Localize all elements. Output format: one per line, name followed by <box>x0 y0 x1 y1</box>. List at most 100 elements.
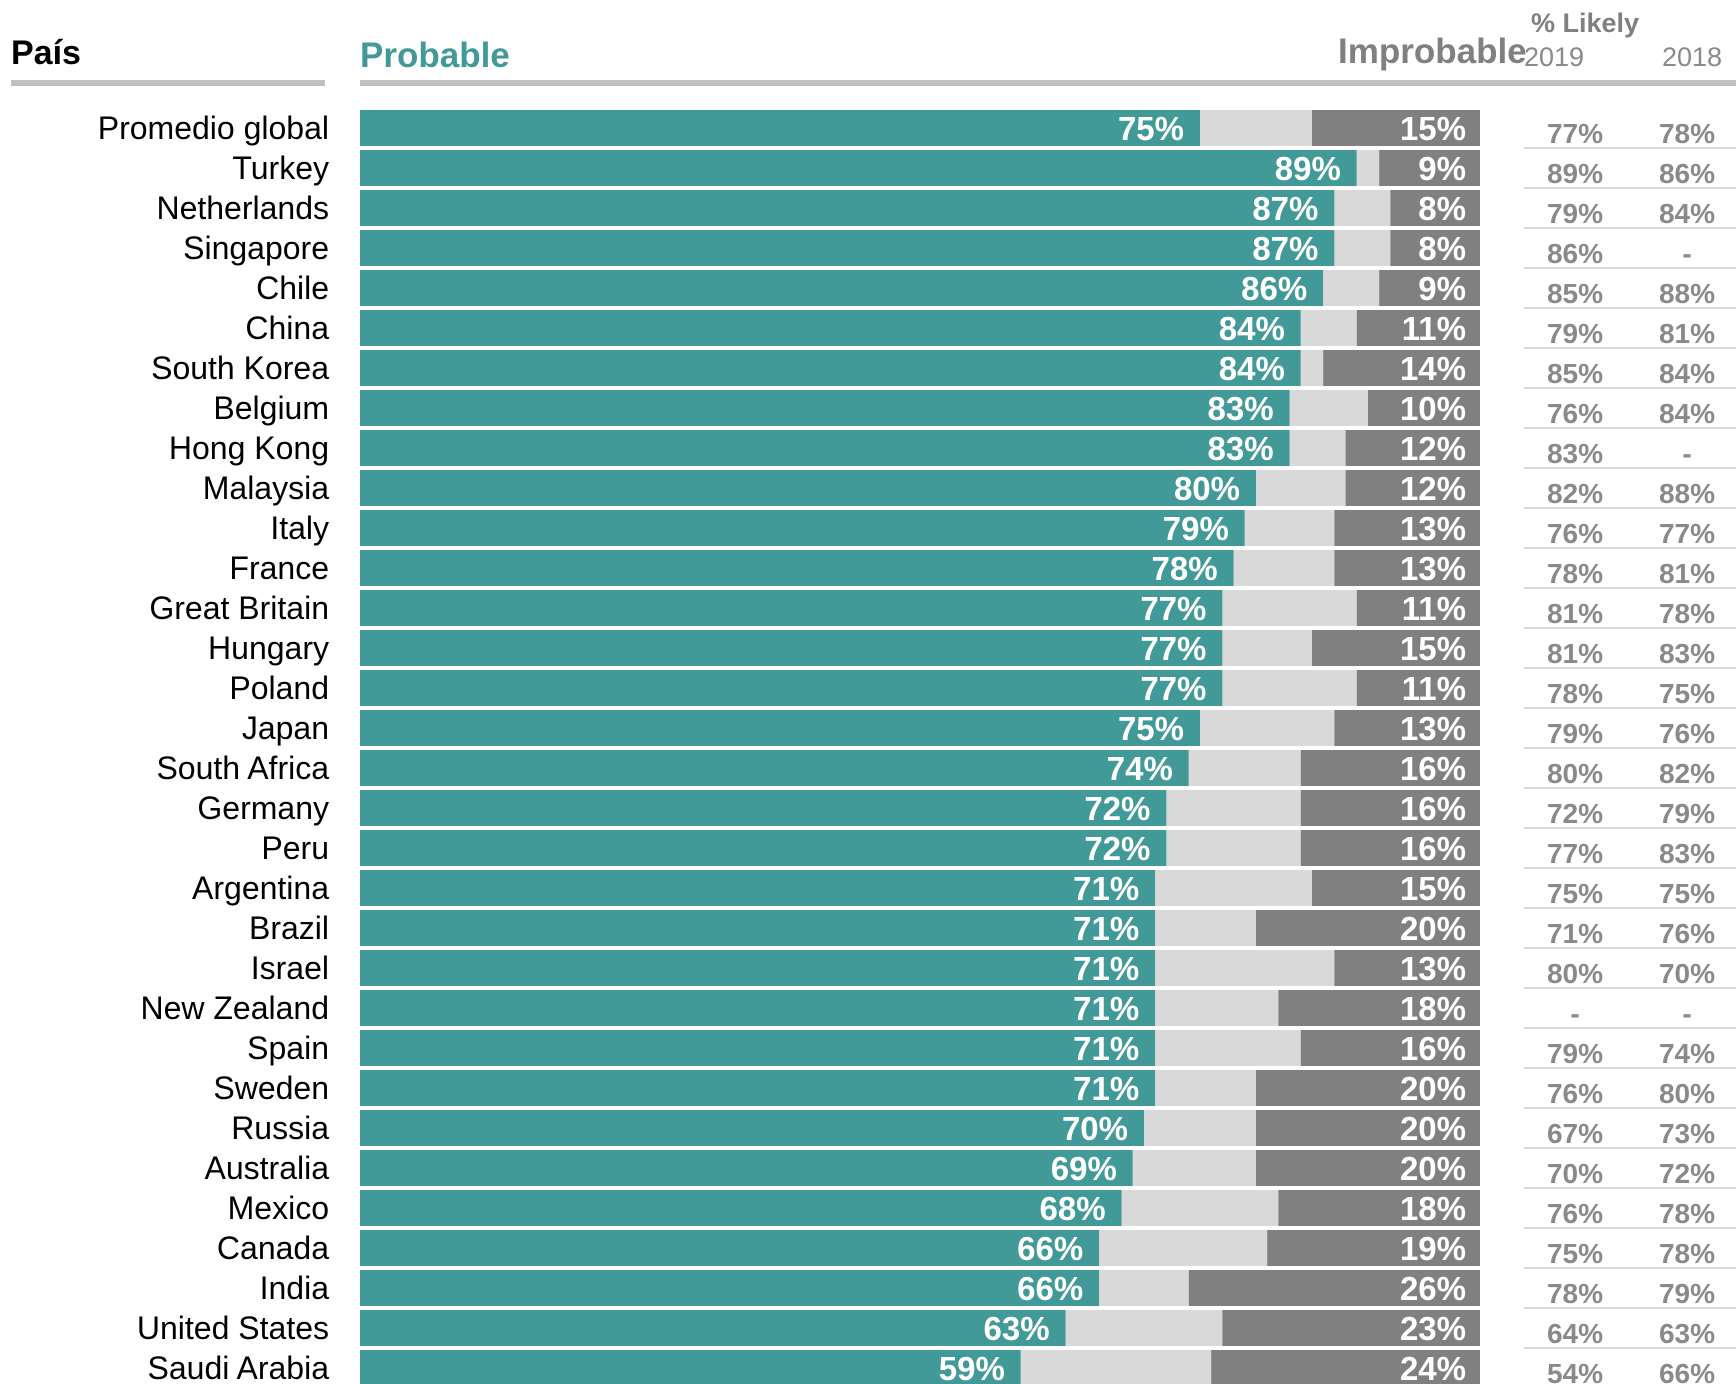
likely-data-label: 79% <box>1163 510 1229 547</box>
likely-data-label: 84% <box>1219 350 1285 387</box>
neutral-bar-segment <box>1155 910 1256 946</box>
country-label: India <box>260 1270 330 1306</box>
likely-bar-segment <box>360 230 1335 266</box>
likely-2018-value: 78% <box>1659 1198 1715 1229</box>
trend-header-rule <box>1524 80 1736 86</box>
likely-data-label: 71% <box>1073 870 1139 907</box>
unlikely-data-label: 20% <box>1400 1110 1466 1147</box>
unlikely-data-label: 8% <box>1418 190 1466 227</box>
likely-bar-segment <box>360 830 1167 866</box>
likely-bar-segment <box>360 1230 1100 1266</box>
unlikely-bar-segment <box>1300 830 1480 866</box>
unlikely-bar-segment <box>1267 1230 1480 1266</box>
unlikely-bar-segment <box>1379 150 1480 186</box>
likely-bar-segment <box>360 1270 1100 1306</box>
unlikely-bar-segment <box>1300 790 1480 826</box>
neutral-bar-segment <box>1233 550 1335 586</box>
neutral-bar-segment <box>1222 670 1357 706</box>
country-label: Sweden <box>213 1070 329 1106</box>
trend-title: % Likely <box>1531 8 1640 38</box>
likely-bar-segment <box>360 190 1335 226</box>
unlikely-bar-segment <box>1312 870 1480 906</box>
unlikely-data-label: 16% <box>1400 750 1466 787</box>
country-label: Turkey <box>232 150 329 186</box>
unlikely-data-label: 9% <box>1418 150 1466 187</box>
neutral-bar-segment <box>1121 1190 1279 1226</box>
likely-bar-segment <box>360 470 1256 506</box>
country-label: Spain <box>247 1030 329 1066</box>
country-label: Saudi Arabia <box>148 1350 330 1384</box>
likely-data-label: 70% <box>1062 1110 1128 1147</box>
country-label: Hong Kong <box>169 430 329 466</box>
bars-header-rule <box>360 80 1525 86</box>
likely-2019-value: 86% <box>1547 238 1603 269</box>
unlikely-data-label: 20% <box>1400 1070 1466 1107</box>
unlikely-bar-segment <box>1323 350 1480 386</box>
year-2018-header: 2018 <box>1662 42 1723 72</box>
unlikely-data-label: 16% <box>1400 790 1466 827</box>
likely-bar-segment <box>360 1310 1066 1346</box>
unlikely-bar-segment <box>1334 550 1480 586</box>
country-label: China <box>245 310 329 346</box>
unlikely-bar-segment <box>1278 990 1480 1026</box>
likely-2018-value: 77% <box>1659 518 1715 549</box>
likely-bar-segment <box>360 350 1301 386</box>
unlikely-bar-segment <box>1390 190 1480 226</box>
likely-2018-value: 74% <box>1659 1038 1715 1069</box>
neutral-bar-segment <box>1256 470 1346 506</box>
likely-data-label: 69% <box>1051 1150 1117 1187</box>
unlikely-data-label: 8% <box>1418 230 1466 267</box>
likely-2018-value: 81% <box>1659 558 1715 589</box>
likely-bar-segment <box>360 590 1223 626</box>
country-header-rule <box>11 80 325 86</box>
likely-2019-value: 83% <box>1547 438 1603 469</box>
unlikely-bar-segment <box>1379 270 1480 306</box>
likely-2019-value: 81% <box>1547 598 1603 629</box>
neutral-bar-segment <box>1188 750 1301 786</box>
unlikely-bar-segment <box>1356 670 1480 706</box>
likely-2018-value: 78% <box>1659 118 1715 149</box>
country-label: Great Britain <box>149 590 329 626</box>
unlikely-data-label: 9% <box>1418 270 1466 307</box>
unlikely-data-label: 14% <box>1400 350 1466 387</box>
likely-data-label: 59% <box>939 1350 1005 1384</box>
unlikely-data-label: 11% <box>1402 310 1466 347</box>
likely-2018-value: 76% <box>1659 718 1715 749</box>
likely-data-label: 87% <box>1252 190 1318 227</box>
country-label: Argentina <box>192 870 329 906</box>
country-label: Netherlands <box>156 190 329 226</box>
unlikely-bar-segment <box>1188 1270 1480 1306</box>
neutral-bar-segment <box>1222 590 1357 626</box>
unlikely-data-label: 23% <box>1400 1310 1466 1347</box>
neutral-bar-segment <box>1099 1230 1268 1266</box>
likely-data-label: 74% <box>1107 750 1173 787</box>
likely-2019-value: 64% <box>1547 1318 1603 1349</box>
likely-2018-value: 84% <box>1659 358 1715 389</box>
likely-2019-value: 76% <box>1547 518 1603 549</box>
unlikely-bar-segment <box>1312 110 1480 146</box>
likely-data-label: 77% <box>1140 670 1206 707</box>
country-label: Germany <box>197 790 329 826</box>
likely-bar-segment <box>360 670 1223 706</box>
likely-2018-value: - <box>1682 998 1691 1029</box>
likely-2018-value: 75% <box>1659 678 1715 709</box>
neutral-bar-segment <box>1300 350 1324 386</box>
country-label: South Africa <box>156 750 329 786</box>
likely-data-label: 66% <box>1017 1270 1083 1307</box>
neutral-bar-segment <box>1356 150 1380 186</box>
country-label: Mexico <box>228 1190 329 1226</box>
likely-2018-value: 75% <box>1659 878 1715 909</box>
likely-data-label: 78% <box>1152 550 1218 587</box>
country-label: Canada <box>217 1230 329 1266</box>
country-label: Promedio global <box>98 110 329 146</box>
likely-2019-value: 77% <box>1547 838 1603 869</box>
likely-2019-value: 80% <box>1547 958 1603 989</box>
likely-2018-value: 72% <box>1659 1158 1715 1189</box>
likely-2019-value: 79% <box>1547 718 1603 749</box>
likely-bar-segment <box>360 1030 1156 1066</box>
unlikely-data-label: 10% <box>1400 390 1466 427</box>
likely-data-label: 71% <box>1073 950 1139 987</box>
neutral-bar-segment <box>1155 990 1279 1026</box>
likely-2018-value: 80% <box>1659 1078 1715 1109</box>
